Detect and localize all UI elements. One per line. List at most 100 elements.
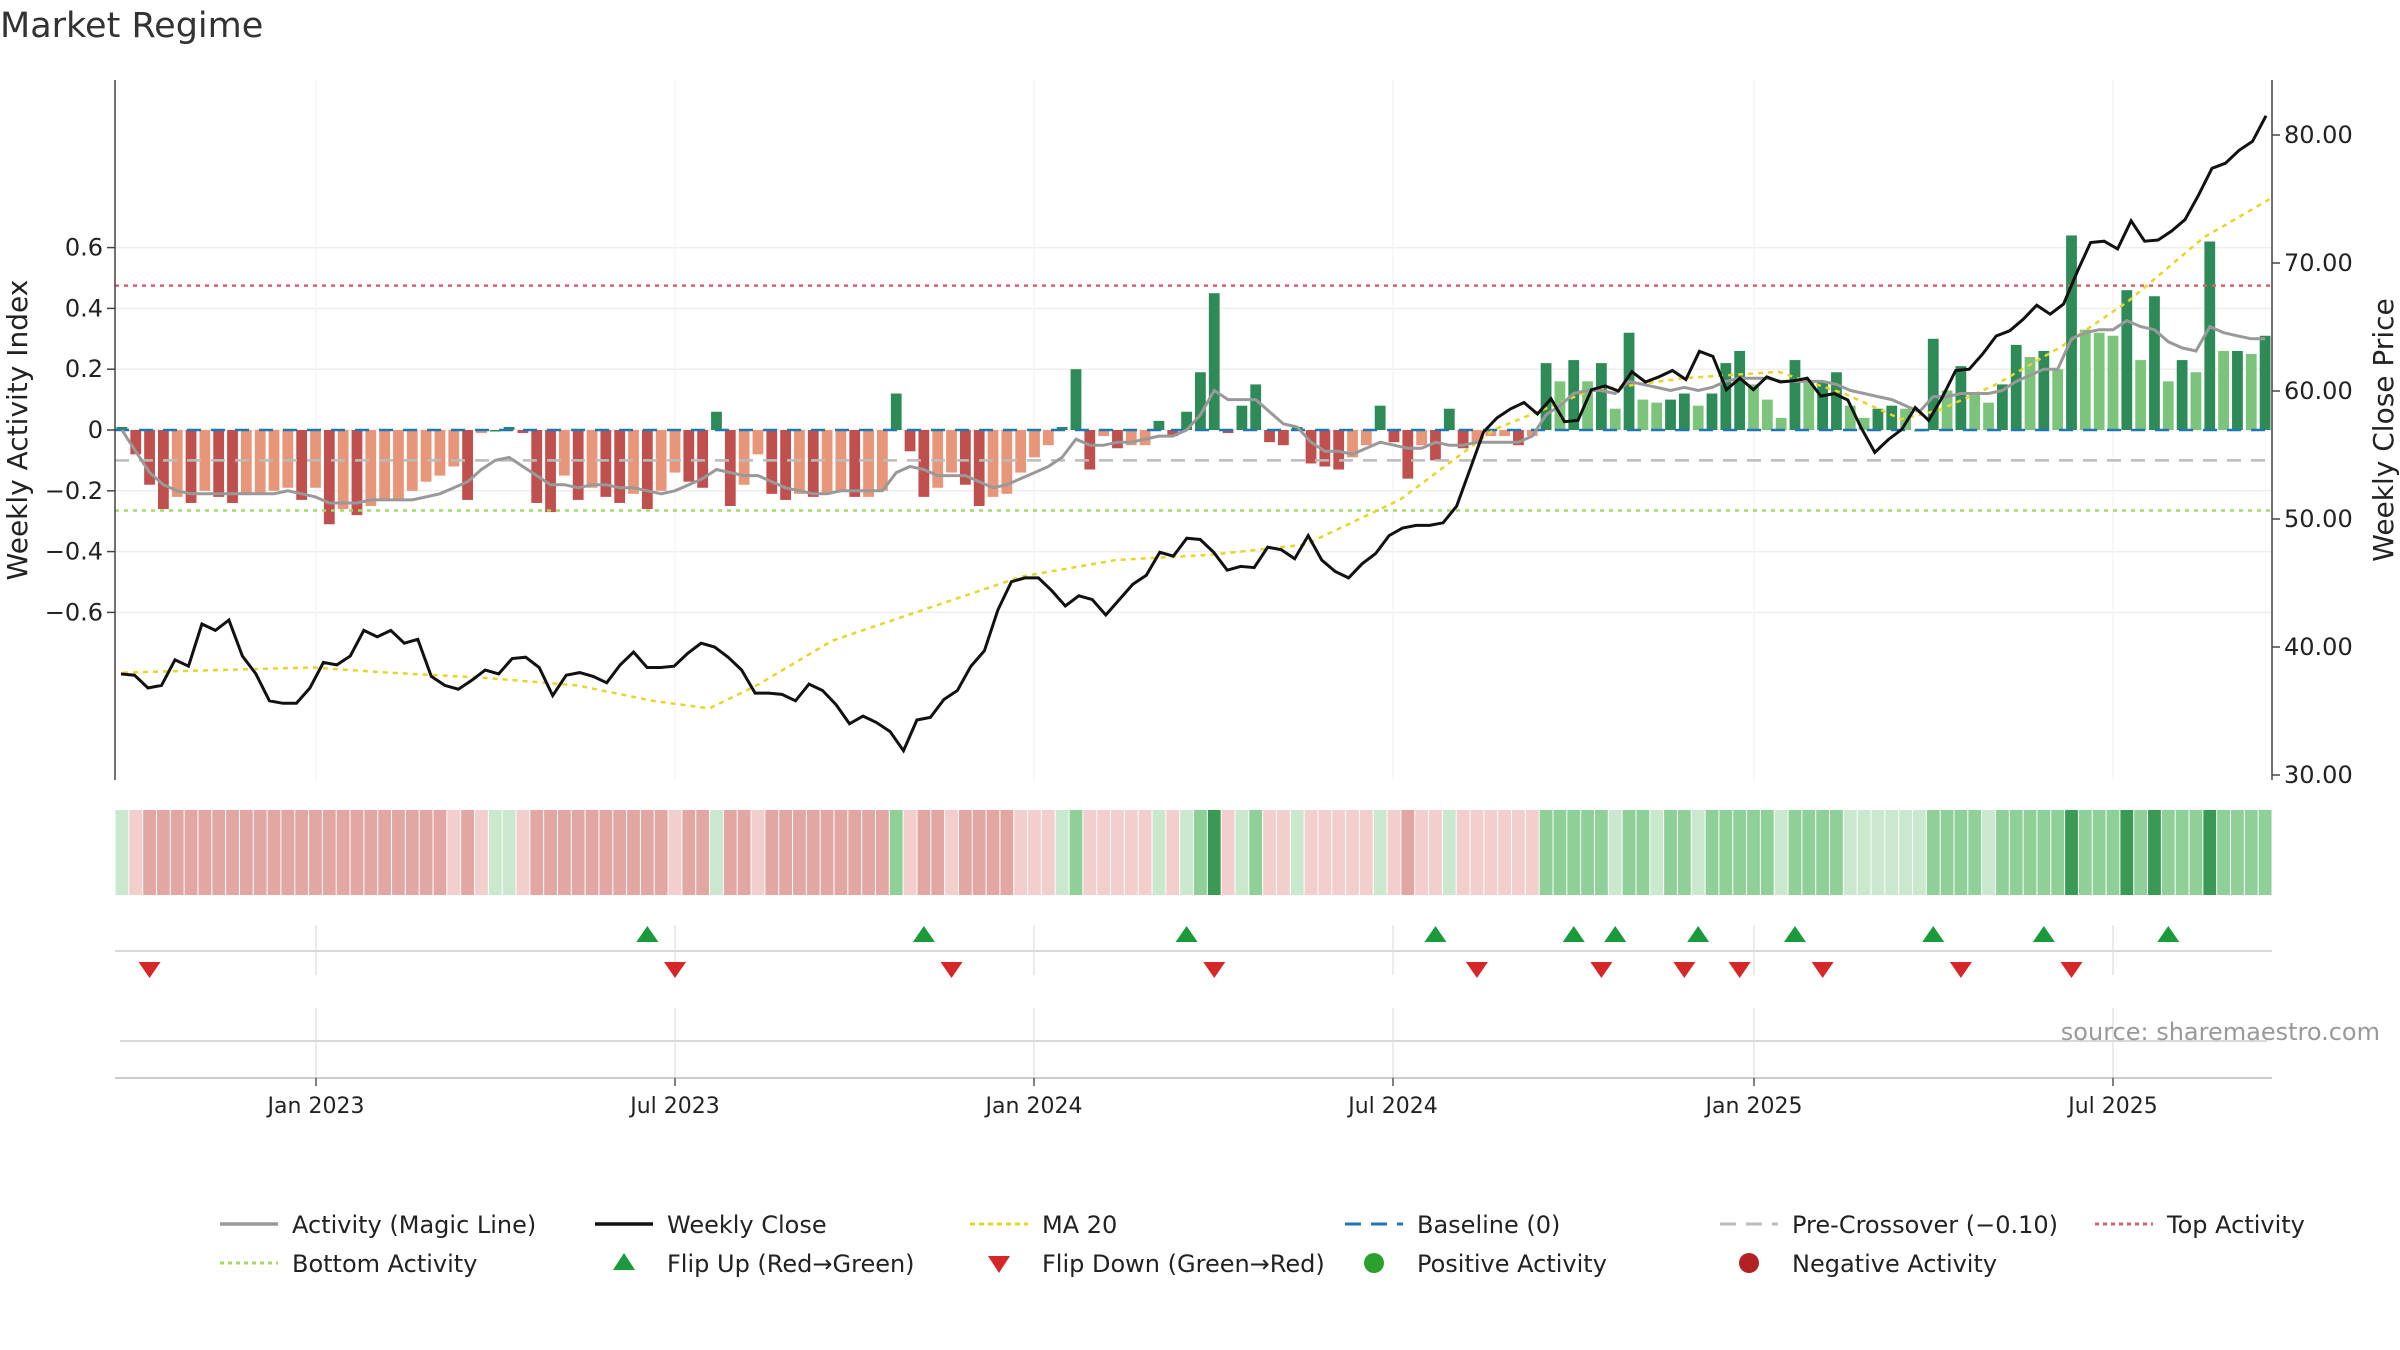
activity-bar: [1125, 430, 1137, 446]
activity-bar: [2024, 357, 2036, 430]
heat-cell: [1138, 810, 1152, 895]
activity-bar: [240, 430, 252, 494]
heat-cell: [710, 810, 723, 895]
activity-bar: [462, 430, 473, 500]
heat-cell: [1249, 810, 1263, 895]
y-left-tick-label: 0.6: [65, 234, 103, 262]
heat-cell: [1235, 810, 1249, 895]
heat-cell: [1995, 810, 2009, 895]
activity-bar: [323, 430, 335, 525]
activity-bar: [655, 430, 667, 491]
activity-bar: [1084, 430, 1096, 470]
activity-bar: [393, 430, 404, 500]
heat-cell: [1415, 810, 1429, 895]
activity-bar: [1692, 405, 1704, 430]
heat-cell: [1788, 810, 1802, 895]
x-tick-label: Jan 2024: [984, 1094, 1083, 1119]
activity-bar: [1858, 417, 1870, 430]
heat-cell: [2051, 810, 2065, 895]
heat-cell: [1871, 810, 1885, 895]
axes: 0.6 0.4 0.2 0 −0.2 −0.4 −0.6 80.00 70.00 60.00 50.…: [1, 80, 2400, 789]
heat-cell: [419, 810, 433, 895]
chart-title: Market Regime: [0, 6, 264, 46]
activity-bar: [752, 430, 764, 455]
flip-down-marker: [1811, 962, 1834, 978]
activity-bar: [973, 430, 985, 506]
activity-bar: [1844, 405, 1856, 430]
y-right-axis-label: Weekly Close Price: [2367, 298, 2400, 561]
activity-bar: [946, 430, 957, 473]
activity-bar: [1761, 399, 1773, 430]
heat-cell: [1429, 810, 1442, 895]
heat-cell: [1014, 810, 1028, 895]
heat-cell: [1954, 810, 1968, 895]
activity-bar: [1070, 369, 1082, 430]
activity-bar: [1236, 405, 1248, 430]
y-left-axis-label: Weekly Activity Index: [1, 280, 34, 581]
activity-bar: [711, 411, 722, 430]
heat-cell: [1733, 810, 1747, 895]
heat-cell: [751, 810, 765, 895]
activity-bars: [116, 235, 2271, 525]
activity-bar: [1250, 384, 1262, 430]
flip-down-marker: [1590, 962, 1613, 978]
activity-bar: [1374, 405, 1386, 430]
heat-cell: [972, 810, 986, 895]
activity-bar: [807, 430, 819, 497]
activity-bar: [2149, 296, 2160, 430]
flip-down-marker: [1203, 962, 1226, 978]
activity-bar: [1789, 360, 1801, 430]
activity-bar: [2107, 335, 2119, 430]
activity-bar: [130, 430, 142, 455]
heat-cell: [903, 810, 917, 895]
heat-cell: [1097, 810, 1111, 895]
activity-bar: [116, 426, 128, 430]
heat-cell: [793, 810, 806, 895]
heat-cell: [1553, 810, 1567, 895]
x-tick-label: Jan 2025: [1704, 1094, 1803, 1119]
flip-down-marker: [1465, 962, 1488, 978]
activity-bar: [2190, 372, 2202, 430]
x-tick-label: Jul 2025: [2066, 1094, 2158, 1119]
heat-cell: [198, 810, 212, 895]
heat-cell: [1857, 810, 1871, 895]
activity-bar: [268, 430, 280, 491]
activity-bar: [1443, 408, 1455, 430]
activity-bar: [545, 430, 556, 513]
heat-cell: [1124, 810, 1138, 895]
heat-cell: [889, 810, 903, 895]
heat-cell: [295, 810, 309, 895]
activity-bar: [697, 430, 709, 488]
activity-bar: [877, 430, 888, 491]
heat-cell: [516, 810, 530, 895]
heat-cell: [1332, 810, 1346, 895]
legend-label: Negative Activity: [1792, 1250, 1997, 1278]
heat-cell: [1719, 810, 1733, 895]
activity-bar: [1388, 430, 1400, 443]
heat-cell: [1194, 810, 1207, 895]
heat-cell: [544, 810, 557, 895]
heat-cell: [2078, 810, 2092, 895]
activity-bar: [1042, 430, 1054, 446]
heat-cell: [1567, 810, 1581, 895]
activity-bar: [2259, 335, 2271, 430]
heat-cell: [585, 810, 599, 895]
activity-bar: [2232, 350, 2243, 430]
legend-label: Top Activity: [2166, 1211, 2305, 1239]
activity-bar: [185, 430, 197, 503]
activity-bar: [2066, 235, 2077, 430]
heat-cell: [405, 810, 419, 895]
flip-down-marker: [138, 962, 161, 978]
activity-bar: [1831, 372, 1842, 430]
activity-bar: [2176, 360, 2188, 430]
heat-cell: [1677, 810, 1691, 895]
activity-bar: [2218, 350, 2229, 430]
heat-cell: [461, 810, 474, 895]
y-right-tick-label: 70.00: [2284, 249, 2353, 277]
heat-cell: [1802, 810, 1816, 895]
flip-down-marker: [1673, 962, 1696, 978]
heat-cell: [1401, 810, 1415, 895]
legend-label: Baseline (0): [1417, 1211, 1560, 1239]
heat-cell: [723, 810, 737, 895]
heat-cell: [1111, 810, 1124, 895]
